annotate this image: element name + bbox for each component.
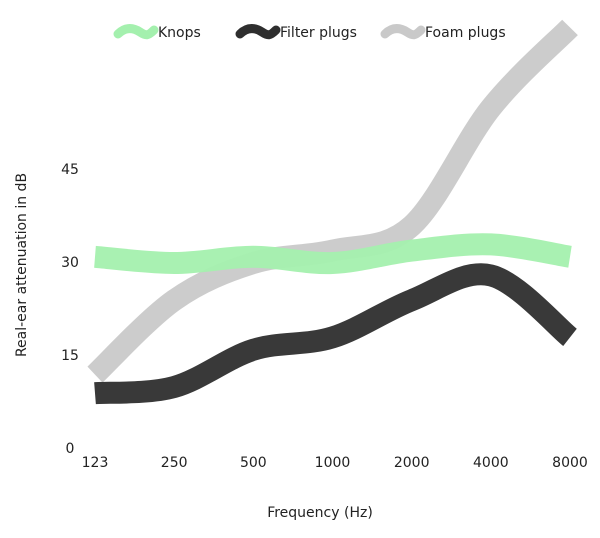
series-line (94, 233, 572, 275)
series-line (87, 19, 578, 383)
legend-label: Foam plugs (425, 25, 506, 41)
series-line (94, 263, 578, 405)
legend-label: Knops (158, 25, 201, 41)
x-tick-label: 2000 (394, 455, 430, 471)
legend-swatch (235, 24, 281, 40)
legend-swatch (113, 24, 159, 40)
x-tick-label: 1000 (315, 455, 351, 471)
legend-item: Knops (113, 24, 201, 41)
legend-swatch (380, 24, 426, 40)
x-tick-label: 250 (161, 455, 188, 471)
legend-item: Filter plugs (235, 24, 357, 41)
x-axis-title: Frequency (Hz) (267, 505, 373, 521)
y-tick-label: 45 (61, 162, 79, 178)
x-tick-label: 4000 (473, 455, 509, 471)
x-tick-label: 123 (82, 455, 109, 471)
legend-label: Filter plugs (280, 25, 357, 41)
y-axis-title: Real-ear attenuation in dB (14, 173, 30, 357)
y-tick-label: 0 (66, 441, 75, 457)
x-tick-label: 8000 (552, 455, 588, 471)
y-tick-label: 15 (61, 348, 79, 364)
x-tick-label: 500 (240, 455, 267, 471)
y-tick-label: 30 (61, 255, 79, 271)
legend-item: Foam plugs (380, 24, 506, 41)
